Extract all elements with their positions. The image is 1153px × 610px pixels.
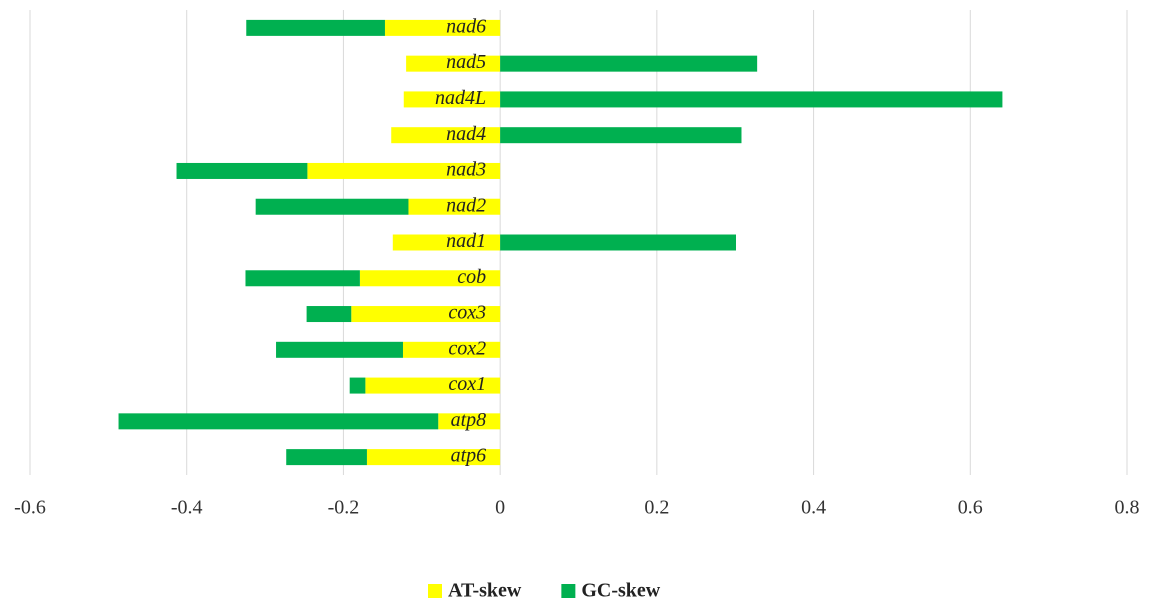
category-label: nad1 <box>446 230 486 252</box>
bar <box>349 377 366 394</box>
category-label: atp6 <box>451 445 487 467</box>
bar <box>500 234 736 251</box>
category-label: cox2 <box>448 337 486 359</box>
bar <box>500 127 742 144</box>
x-tick-label: 0.8 <box>1115 497 1140 519</box>
category-label: atp8 <box>451 409 487 431</box>
bar <box>402 341 501 358</box>
bar <box>118 413 439 430</box>
bar <box>392 234 501 251</box>
legend-label: GC-skew <box>581 580 660 602</box>
bar <box>286 449 367 466</box>
bar <box>500 55 758 72</box>
x-tick-label: -0.2 <box>328 497 360 519</box>
bar <box>403 91 501 108</box>
category-label: nad4 <box>446 123 486 145</box>
category-label: nad3 <box>446 159 486 181</box>
x-tick-label: 0 <box>495 497 505 519</box>
bar <box>255 198 409 215</box>
x-tick-label: 0.4 <box>801 497 826 519</box>
category-label: nad5 <box>446 51 486 73</box>
bar <box>365 377 501 394</box>
category-label: cob <box>457 266 486 288</box>
legend-swatch <box>561 584 576 598</box>
category-label: nad2 <box>446 194 486 216</box>
x-tick-label: -0.6 <box>14 497 46 519</box>
bar <box>500 91 1003 108</box>
category-label: nad6 <box>446 15 486 37</box>
legend-label: AT-skew <box>448 580 522 602</box>
bar <box>245 270 360 287</box>
x-tick-label: 0.6 <box>958 497 983 519</box>
category-label: cox1 <box>448 373 486 395</box>
bar <box>276 341 403 358</box>
bar <box>406 55 501 72</box>
bar <box>351 306 501 323</box>
category-label: cox3 <box>448 302 486 324</box>
bar <box>438 413 501 430</box>
bar <box>359 270 501 287</box>
bar <box>391 127 501 144</box>
bar <box>176 162 308 179</box>
bar <box>384 19 501 36</box>
x-tick-label: 0.2 <box>644 497 669 519</box>
category-label: nad4L <box>435 87 486 109</box>
bar <box>366 449 501 466</box>
bar <box>246 19 385 36</box>
bar <box>408 198 501 215</box>
legend-swatch <box>428 584 442 598</box>
bar <box>307 162 501 179</box>
bar <box>306 306 352 323</box>
x-tick-label: -0.4 <box>171 497 203 519</box>
